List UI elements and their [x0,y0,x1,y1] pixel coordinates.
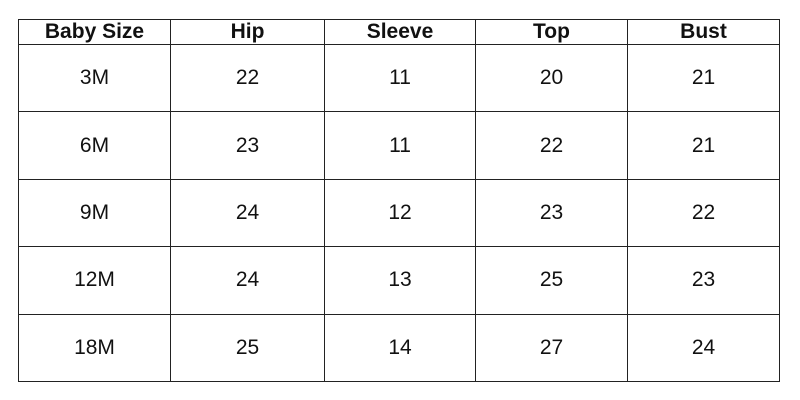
table-cell: 14 [324,313,476,383]
table-cell: 24 [627,313,780,383]
table-cell: 22 [627,178,780,248]
table-cell: 20 [475,43,628,113]
table-row: 6M 23 11 22 21 [18,111,780,180]
table-row: 9M 24 12 23 22 [18,178,780,248]
header-row: Baby Size Hip Sleeve Top Bust [18,19,780,45]
table-cell: 11 [324,111,476,180]
table-cell: 21 [627,111,780,180]
table-cell: 12M [18,246,171,315]
table-cell: 22 [475,111,628,180]
column-header: Bust [627,19,780,45]
table-row: 18M 25 14 27 24 [18,313,780,383]
table-row: 12M 24 13 25 23 [18,246,780,315]
table-cell: 22 [170,43,325,113]
table-row: 3M 22 11 20 21 [18,43,780,113]
size-chart-table: Baby Size Hip Sleeve Top Bust 3M 22 11 20 21 6M 23… [18,19,780,383]
table-cell: 24 [170,178,325,248]
table-cell: 24 [170,246,325,315]
table-cell: 25 [170,313,325,383]
table-cell: 23 [170,111,325,180]
table-cell: 25 [475,246,628,315]
table-cell: 27 [475,313,628,383]
table-cell: 3M [18,43,171,113]
table-cell: 13 [324,246,476,315]
column-header: Sleeve [324,19,476,45]
column-header: Hip [170,19,325,45]
table-cell: 11 [324,43,476,113]
table-cell: 9M [18,178,171,248]
table-cell: 23 [627,246,780,315]
table-cell: 18M [18,313,171,383]
column-header: Baby Size [18,19,171,45]
table-cell: 21 [627,43,780,113]
column-header: Top [475,19,628,45]
table-cell: 6M [18,111,171,180]
table-cell: 23 [475,178,628,248]
table-cell: 12 [324,178,476,248]
